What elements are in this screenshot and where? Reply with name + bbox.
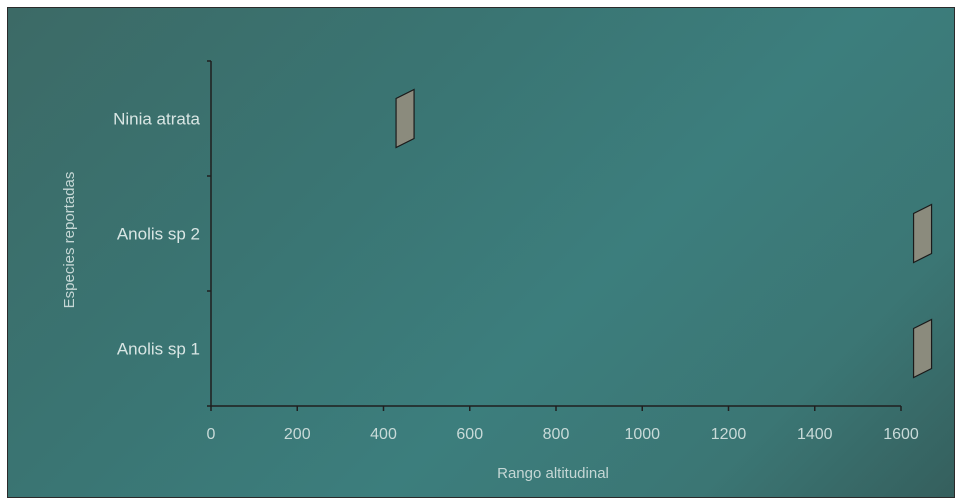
range-marker xyxy=(395,88,415,149)
x-tick-label: 1200 xyxy=(711,426,747,443)
y-axis-title: Especies reportadas xyxy=(61,172,78,309)
x-tick-label: 400 xyxy=(370,426,397,443)
x-tick-label: 200 xyxy=(284,426,311,443)
chart-axes xyxy=(207,60,902,411)
category-label: Anolis sp 2 xyxy=(117,225,200,244)
x-axis-title: Rango altitudinal xyxy=(497,465,609,482)
range-marker xyxy=(912,318,933,379)
chart-frame: 0 200 400 600 800 1000 1200 1400 1600 Ninia atra… xyxy=(7,7,955,498)
x-tick-label: 1600 xyxy=(883,426,919,443)
x-tick-label: 0 xyxy=(207,426,216,443)
x-tick-label: 800 xyxy=(543,426,570,443)
category-label: Anolis sp 1 xyxy=(117,340,200,359)
range-chart: 0 200 400 600 800 1000 1200 1400 1600 Ninia atra… xyxy=(61,60,933,482)
x-tick-labels: 0 200 400 600 800 1000 1200 1400 1600 xyxy=(207,426,919,443)
y-category-labels: Ninia atrata Anolis sp 2 Anolis sp 1 xyxy=(113,110,200,359)
x-tick-label: 600 xyxy=(456,426,483,443)
category-label: Ninia atrata xyxy=(113,110,200,129)
x-tick-label: 1400 xyxy=(797,426,833,443)
range-markers xyxy=(395,88,933,379)
x-tick-label: 1000 xyxy=(624,426,660,443)
range-marker xyxy=(912,203,933,264)
